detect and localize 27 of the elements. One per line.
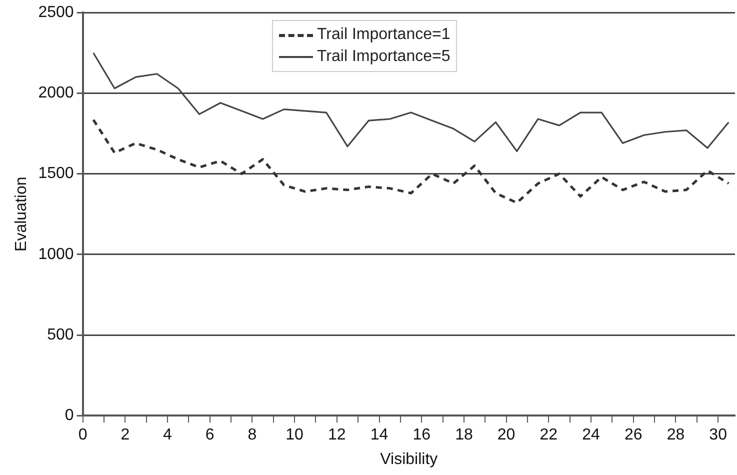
line-series: [92, 118, 730, 204]
x-tick-label: 30: [709, 426, 728, 444]
x-tick-label: 26: [624, 426, 642, 444]
x-tick-label: 22: [540, 426, 558, 444]
y-tick-label: 2500: [38, 4, 74, 22]
x-tick-label: 16: [412, 426, 431, 444]
x-tick-label: 2: [120, 426, 130, 444]
y-tick-label: 500: [47, 326, 74, 344]
legend-label: Trail Importance=5: [317, 48, 450, 66]
x-tick-label: 12: [328, 426, 346, 444]
y-tick-label: 0: [64, 407, 74, 424]
x-tick-label: 28: [666, 426, 685, 444]
x-tick-label: 18: [455, 426, 473, 444]
x-tick-label: 8: [248, 426, 257, 444]
x-tick-label: 6: [205, 426, 214, 444]
y-tick-label: 1500: [38, 165, 74, 182]
x-tick-label: 10: [286, 426, 304, 444]
x-tick-label: 24: [582, 426, 600, 444]
x-tick-label: 0: [78, 426, 88, 444]
x-tick-label: 4: [163, 426, 172, 444]
x-tick-label: 20: [497, 426, 516, 444]
y-tick-label: 2000: [38, 84, 74, 102]
x-tick-label: 14: [370, 426, 388, 444]
legend-label: Trail Importance=1: [317, 26, 450, 44]
x-axis-title: Visibility: [380, 450, 438, 468]
y-tick-label: 1000: [38, 246, 74, 263]
y-axis-title: Evaluation: [13, 176, 30, 252]
